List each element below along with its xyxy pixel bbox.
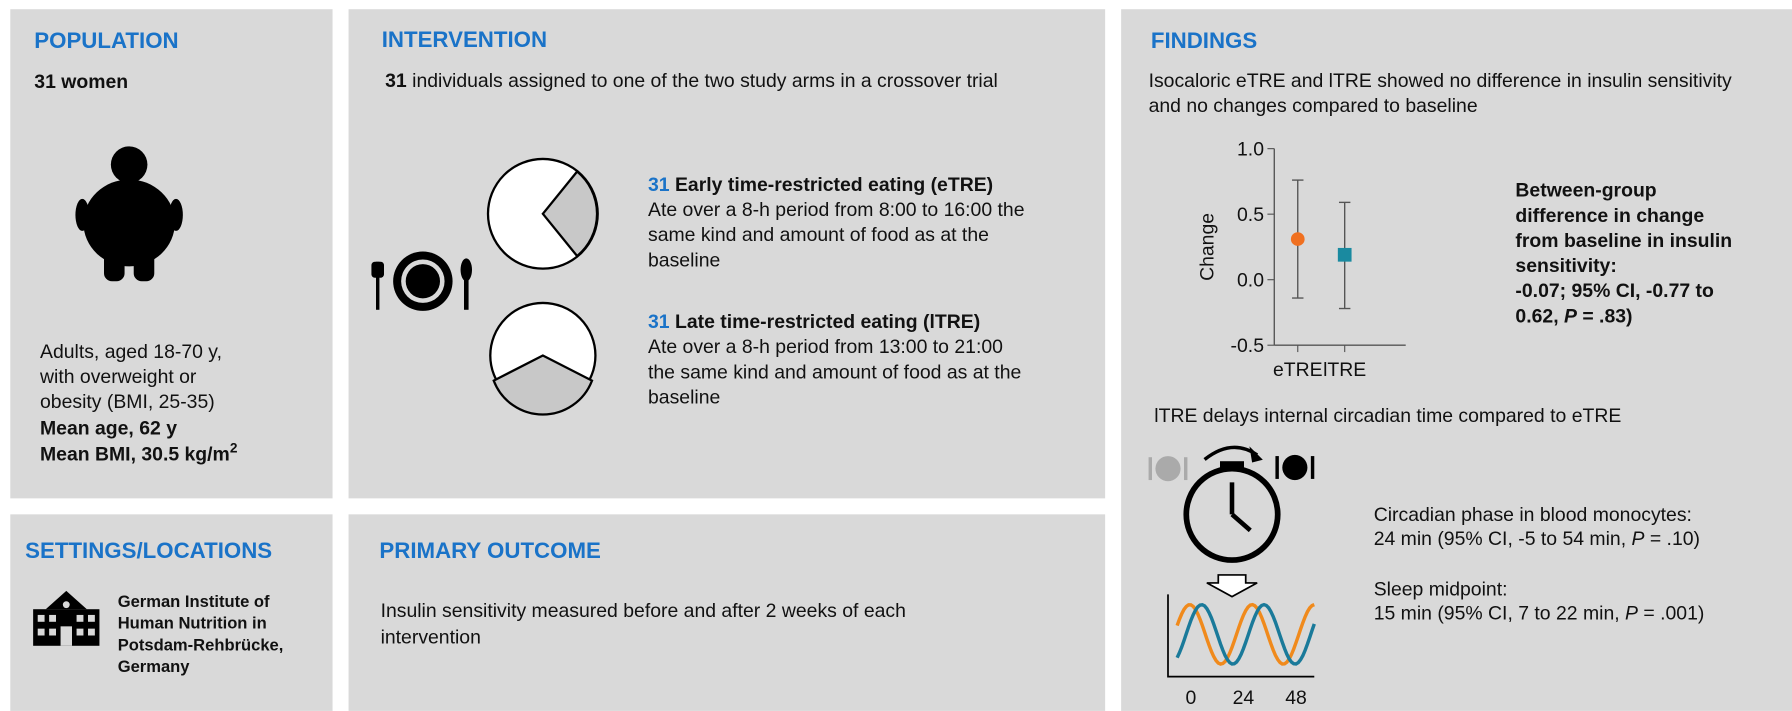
ltre-pie xyxy=(489,301,597,416)
wave xyxy=(1175,602,1315,666)
text-segment: Sleep midpoint: xyxy=(1374,578,1508,600)
text-segment: -0.07; 95% CI, -0.77 to xyxy=(1515,280,1714,302)
y-tick-label: 0.0 xyxy=(1237,270,1264,292)
arm-line: baseline xyxy=(648,387,720,409)
text-segment: = .10) xyxy=(1644,528,1700,550)
count: 31 xyxy=(385,70,407,92)
text-segment: Circadian phase in blood monocytes: xyxy=(1374,504,1692,526)
settings-line: Human Nutrition in xyxy=(118,614,267,633)
intro: individuals assigned to one of the two s… xyxy=(407,70,998,92)
findings-line: and no changes compared to baseline xyxy=(1149,95,1478,117)
y-tick-label: 1.0 xyxy=(1237,138,1264,160)
text-segment: 15 min (95% CI, 7 to 22 min, xyxy=(1374,603,1625,625)
wave xyxy=(1175,602,1316,666)
bmi-sup: 2 xyxy=(230,441,238,456)
settings-line: Germany xyxy=(118,657,191,676)
outcome-title: PRIMARY OUTCOME xyxy=(379,538,600,563)
outcome-panel xyxy=(348,514,1106,711)
building-icon xyxy=(33,590,100,646)
text-segment: P xyxy=(1631,528,1644,550)
arm-line: Ate over a 8-h period from 8:00 to 16:00… xyxy=(648,199,1024,221)
wave-axis-label: 48 xyxy=(1285,687,1307,709)
arm-line: baseline xyxy=(648,249,720,271)
wave-axis-label: 0 xyxy=(1185,687,1196,709)
person-icon xyxy=(75,146,183,282)
intervention-title: INTERVENTION xyxy=(382,27,547,52)
population-line: with overweight or xyxy=(39,366,197,388)
settings-line: German Institute of xyxy=(118,592,270,611)
text-line: sensitivity: xyxy=(1515,255,1616,277)
plate-black xyxy=(1275,454,1315,481)
text-line: 15 min (95% CI, 7 to 22 min, P = .001) xyxy=(1374,603,1705,625)
population-line: Adults, aged 18-70 y, xyxy=(40,341,222,363)
findings-line: Isocaloric eTRE and lTRE showed no diffe… xyxy=(1149,70,1732,92)
down-arrow xyxy=(1206,574,1258,598)
outcome-line: Insulin sensitivity measured before and … xyxy=(381,600,906,622)
text-line: 24 min (95% CI, -5 to 54 min, P = .10) xyxy=(1374,528,1700,550)
arm-line: the same kind and amount of food as at t… xyxy=(648,361,1021,383)
text-segment: = .001) xyxy=(1638,603,1704,625)
clock-icon xyxy=(1183,445,1281,563)
circadian-title: lTRE delays internal circadian time comp… xyxy=(1154,405,1621,427)
population-panel xyxy=(10,9,333,499)
arm-count: 31 xyxy=(648,174,670,196)
text-segment: sensitivity: xyxy=(1515,255,1616,277)
text-line: Between-group xyxy=(1515,180,1656,202)
arm-line: Ate over a 8-h period from 13:00 to 21:0… xyxy=(648,336,1003,358)
population-title: POPULATION xyxy=(34,28,178,53)
population-line: obesity (BMI, 25-35) xyxy=(40,391,215,413)
text-line: 0.62, P = .83) xyxy=(1515,305,1632,327)
text-line: Sleep midpoint: xyxy=(1374,578,1508,600)
intervention-panel xyxy=(348,9,1106,499)
population-heading: 31 women xyxy=(34,71,128,93)
text-segment: 0.62, xyxy=(1515,305,1564,327)
plate-icon xyxy=(371,251,472,311)
text-segment: from baseline in insulin xyxy=(1515,230,1732,252)
outcome-line: intervention xyxy=(381,627,481,649)
arm-name: 31 Early time-restricted eating (eTRE) xyxy=(648,174,993,196)
arm-label: Late time-restricted eating (lTRE) xyxy=(670,311,981,333)
arm-line: same kind and amount of food as at the xyxy=(648,224,989,246)
text-segment: difference in change xyxy=(1515,205,1704,227)
point xyxy=(1337,247,1352,262)
intervention-intro: 31 individuals assigned to one of the tw… xyxy=(385,70,998,92)
plate-gray xyxy=(1148,456,1188,482)
findings-title: FINDINGS xyxy=(1151,28,1257,53)
arm-count: 31 xyxy=(648,311,670,333)
mean-bmi: Mean BMI, 30.5 kg/m2 xyxy=(40,441,238,466)
x-tick-label: lTRE xyxy=(1323,359,1366,381)
settings-title: SETTINGS/LOCATIONS xyxy=(25,538,272,563)
y-tick-label: -0.5 xyxy=(1231,335,1264,357)
mean-age: Mean age, 62 y xyxy=(40,417,177,439)
wave-axes xyxy=(1167,594,1315,678)
point xyxy=(1290,232,1305,246)
text-line: Circadian phase in blood monocytes: xyxy=(1374,504,1692,526)
settings-line: Potsdam-Rehbrücke, xyxy=(118,635,284,654)
arm-label: Early time-restricted eating (eTRE) xyxy=(670,174,994,196)
etre-pie xyxy=(486,157,599,270)
bmi-text: Mean BMI, 30.5 kg/m xyxy=(40,444,230,466)
text-line: from baseline in insulin xyxy=(1515,230,1732,252)
arm-name: 31 Late time-restricted eating (lTRE) xyxy=(648,311,980,333)
text-segment: P xyxy=(1625,603,1638,625)
text-line: -0.07; 95% CI, -0.77 to xyxy=(1515,280,1714,302)
x-tick-label: eTRE xyxy=(1273,359,1323,381)
text-line: difference in change xyxy=(1515,205,1704,227)
wave-axis-label: 24 xyxy=(1233,687,1255,709)
text-segment: P xyxy=(1564,305,1577,327)
text-segment: Between-group xyxy=(1515,180,1656,202)
text-segment: 24 min (95% CI, -5 to 54 min, xyxy=(1374,528,1632,550)
y-tick-label: 0.5 xyxy=(1237,204,1264,226)
text-segment: = .83) xyxy=(1577,305,1633,327)
y-axis-label: Change xyxy=(1197,213,1219,281)
